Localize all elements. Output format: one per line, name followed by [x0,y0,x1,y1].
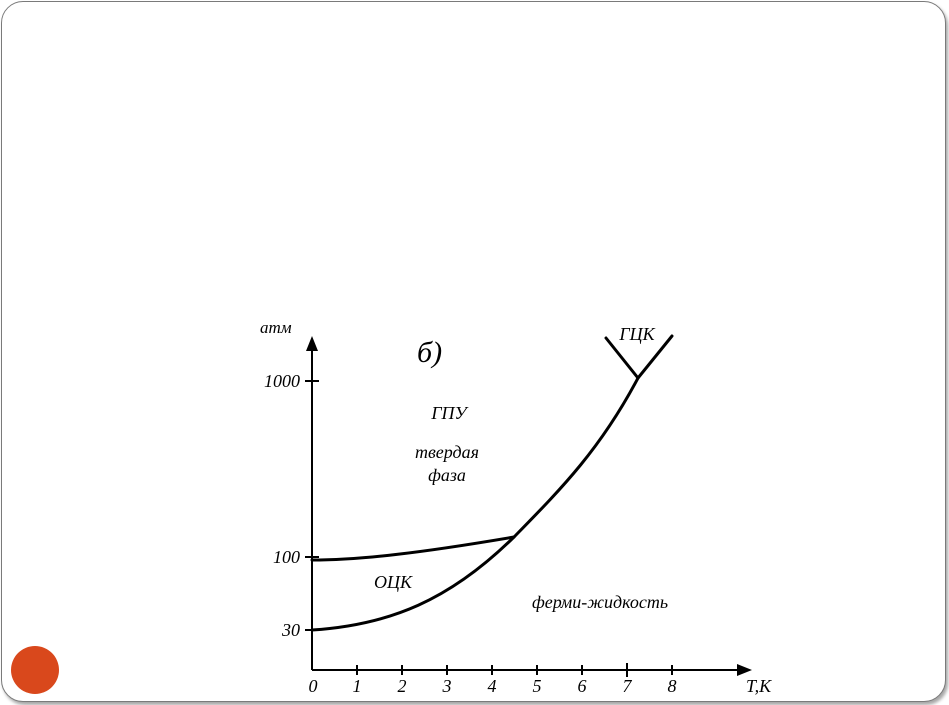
solid-phase-label-line1: твердая [415,442,479,462]
bcc-region-label: ОЦК [374,572,413,592]
x-tick-5: 5 [533,676,542,696]
x-tick-0: 0 [309,676,318,696]
fcc-right-boundary [636,334,674,380]
region-labels: ГПУ твердая фаза ОЦК ГЦК ферми-жидкость [374,324,668,612]
hcp-region-label: ГПУ [430,403,468,423]
panel-label: б) [417,336,442,369]
phase-boundaries [310,334,674,632]
x-tick-6: 6 [578,676,587,696]
y-axis-arrow [306,336,318,351]
slide-bullet-dot [11,646,59,694]
bcc-hcp-boundary [310,535,516,562]
y-axis-unit-label: атм [260,318,292,337]
x-tick-4: 4 [488,676,497,696]
x-tick-7: 7 [623,676,633,696]
y-tick-30: 30 [281,620,300,640]
x-tick-marks [356,663,673,677]
x-tick-1: 1 [353,676,362,696]
x-tick-labels: 0 1 2 3 4 5 6 7 8 [309,676,677,696]
y-tick-labels: 1000 100 30 [264,371,300,640]
x-axis-arrow [737,664,752,676]
solid-phase-label-line2: фаза [428,465,466,485]
x-axis-unit-label: T,K [746,676,772,696]
y-tick-100: 100 [273,547,300,567]
fcc-left-boundary [604,336,640,380]
melting-curve [310,376,640,632]
y-tick-1000: 1000 [264,371,300,391]
x-tick-3: 3 [442,676,452,696]
fermi-liquid-label: ферми-жидкость [532,592,668,612]
x-tick-2: 2 [398,676,407,696]
fcc-region-label: ГЦК [618,324,655,344]
axes [306,336,752,676]
x-tick-8: 8 [668,676,677,696]
